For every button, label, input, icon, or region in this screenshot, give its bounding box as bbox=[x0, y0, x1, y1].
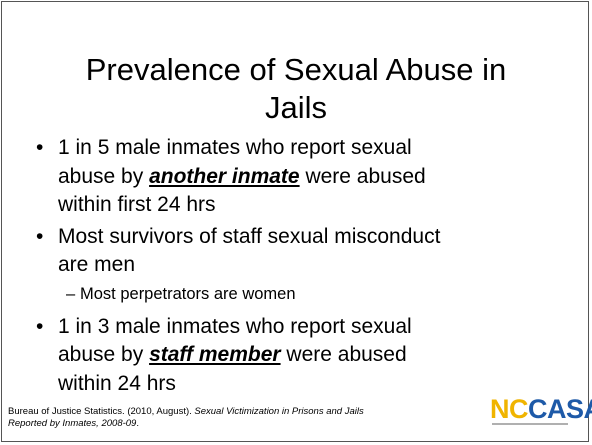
text-line: abuse by staff member were abused bbox=[58, 343, 407, 367]
emphasis-text: another inmate bbox=[149, 164, 300, 188]
bullet-marker: • bbox=[36, 224, 44, 248]
citation-run: Sexual Victimization in Prisons and Jail… bbox=[194, 406, 364, 417]
text-run: Most survivors of staff sexual misconduc… bbox=[58, 224, 441, 248]
logo-casa: CASA bbox=[528, 394, 592, 424]
citation-line: Bureau of Justice Statistics. (2010, Aug… bbox=[8, 406, 364, 417]
text-run: were abused bbox=[280, 343, 407, 366]
text-line: within first 24 hrs bbox=[58, 193, 216, 217]
text-run: 1 in 5 male inmates who report sexual bbox=[58, 136, 412, 159]
emphasis-text: staff member bbox=[149, 343, 281, 366]
text-run: were abused bbox=[299, 164, 426, 188]
bullet-marker: • bbox=[36, 314, 44, 338]
text-line: are men bbox=[58, 253, 135, 277]
slide-title: Jails bbox=[264, 90, 327, 125]
text-run: abuse by bbox=[58, 343, 150, 366]
slide-title: Prevalence of Sexual Abuse in bbox=[85, 52, 507, 87]
text-line: Most perpetrators are women bbox=[80, 285, 296, 304]
text-line: within 24 hrs bbox=[58, 372, 176, 396]
citation-run: Bureau of Justice Statistics. (2010, Aug… bbox=[8, 406, 195, 417]
bullet-marker: • bbox=[36, 136, 44, 159]
text-run: within 24 hrs bbox=[58, 371, 176, 395]
logo: NCCASA bbox=[490, 394, 592, 425]
logo-tagline-bar bbox=[492, 423, 568, 425]
citation-run: Reported by Inmates, 2008-09 bbox=[8, 418, 137, 429]
text-run: are men bbox=[58, 253, 136, 276]
text-line: 1 in 5 male inmates who report sexual bbox=[58, 136, 412, 160]
dash-marker: – bbox=[66, 284, 76, 303]
text-line: Most survivors of staff sexual misconduc… bbox=[58, 225, 440, 249]
citation-line: Reported by Inmates, 2008-09. bbox=[8, 418, 139, 429]
citation-run: . bbox=[136, 418, 139, 429]
text-run: abuse by bbox=[58, 164, 150, 188]
text-run: 1 in 3 male inmates who report sexual bbox=[58, 314, 412, 338]
text-line: 1 in 3 male inmates who report sexual bbox=[58, 315, 412, 339]
text-line: abuse by another inmate were abused bbox=[58, 165, 426, 189]
text-run: Most perpetrators are women bbox=[80, 284, 296, 303]
text-run: within first 24 hrs bbox=[58, 193, 216, 216]
logo-nc: NC bbox=[490, 394, 529, 424]
